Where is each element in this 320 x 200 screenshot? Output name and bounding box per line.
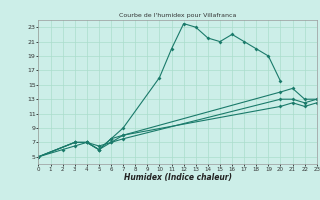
Title: Courbe de l'humidex pour Villafranca: Courbe de l'humidex pour Villafranca bbox=[119, 13, 236, 18]
X-axis label: Humidex (Indice chaleur): Humidex (Indice chaleur) bbox=[124, 173, 232, 182]
